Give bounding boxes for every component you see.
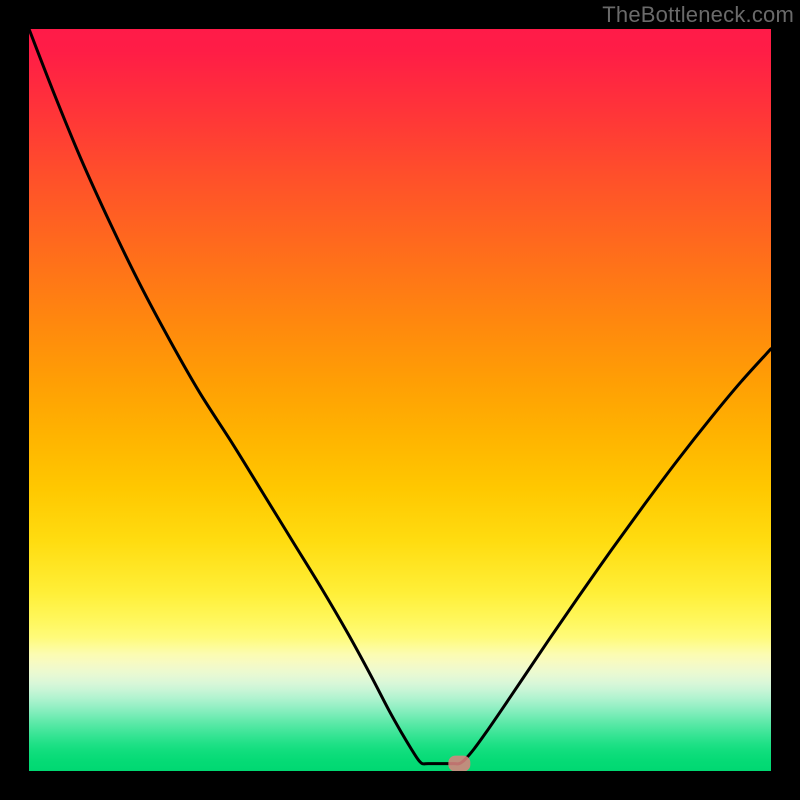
plot-area: [29, 29, 771, 771]
chart-svg: [29, 29, 771, 771]
chart-container: TheBottleneck.com: [0, 0, 800, 800]
gradient-background: [29, 29, 771, 771]
optimal-marker: [448, 756, 470, 771]
watermark-text: TheBottleneck.com: [602, 2, 794, 28]
